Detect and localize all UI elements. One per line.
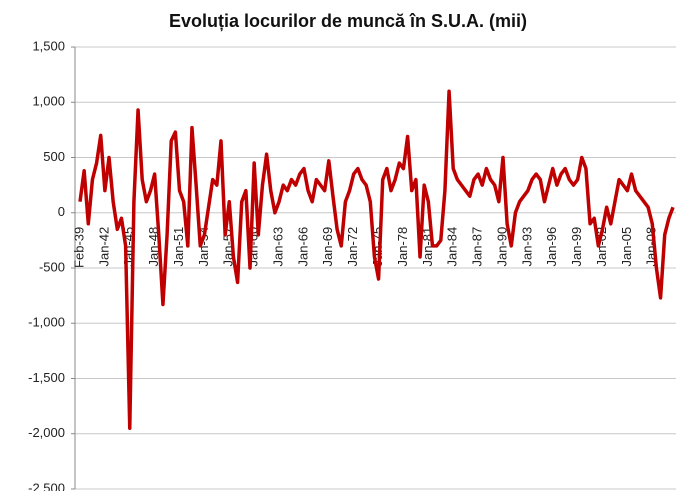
x-tick-label: Jan-42 xyxy=(96,227,111,267)
x-tick-label: Jan-05 xyxy=(619,227,634,267)
x-tick-label: Jan-87 xyxy=(470,227,485,267)
y-tick-label: 1,000 xyxy=(32,94,65,109)
x-tick-label: Jan-99 xyxy=(569,227,584,267)
x-tick-label: Jan-93 xyxy=(519,227,534,267)
y-tick-label: -2,500 xyxy=(28,480,65,491)
y-tick-label: -500 xyxy=(39,259,65,274)
x-tick-label: Jan-78 xyxy=(395,227,410,267)
y-tick-label: -2,000 xyxy=(28,425,65,440)
y-tick-label: -1,000 xyxy=(28,315,65,330)
x-tick-label: Jan-69 xyxy=(320,227,335,267)
x-tick-label: Jan-63 xyxy=(270,227,285,267)
chart-title: Evoluția locurilor de muncă în S.U.A. (m… xyxy=(169,11,527,31)
data-line xyxy=(78,89,675,430)
x-tick-label: Jan-66 xyxy=(295,227,310,267)
y-tick-label: 500 xyxy=(43,149,65,164)
x-tick-label: Jan-90 xyxy=(494,227,509,267)
y-tick-label: 0 xyxy=(58,204,65,219)
x-tick-label: Jan-84 xyxy=(445,227,460,267)
y-tick-label: 1,500 xyxy=(32,38,65,53)
x-tick-label: Jan-96 xyxy=(544,227,559,267)
x-tick-label: Jan-51 xyxy=(171,227,186,267)
x-tick-label: Feb-39 xyxy=(71,227,86,268)
x-tick-label: Jan-72 xyxy=(345,227,360,267)
y-tick-label: -1,500 xyxy=(28,370,65,385)
